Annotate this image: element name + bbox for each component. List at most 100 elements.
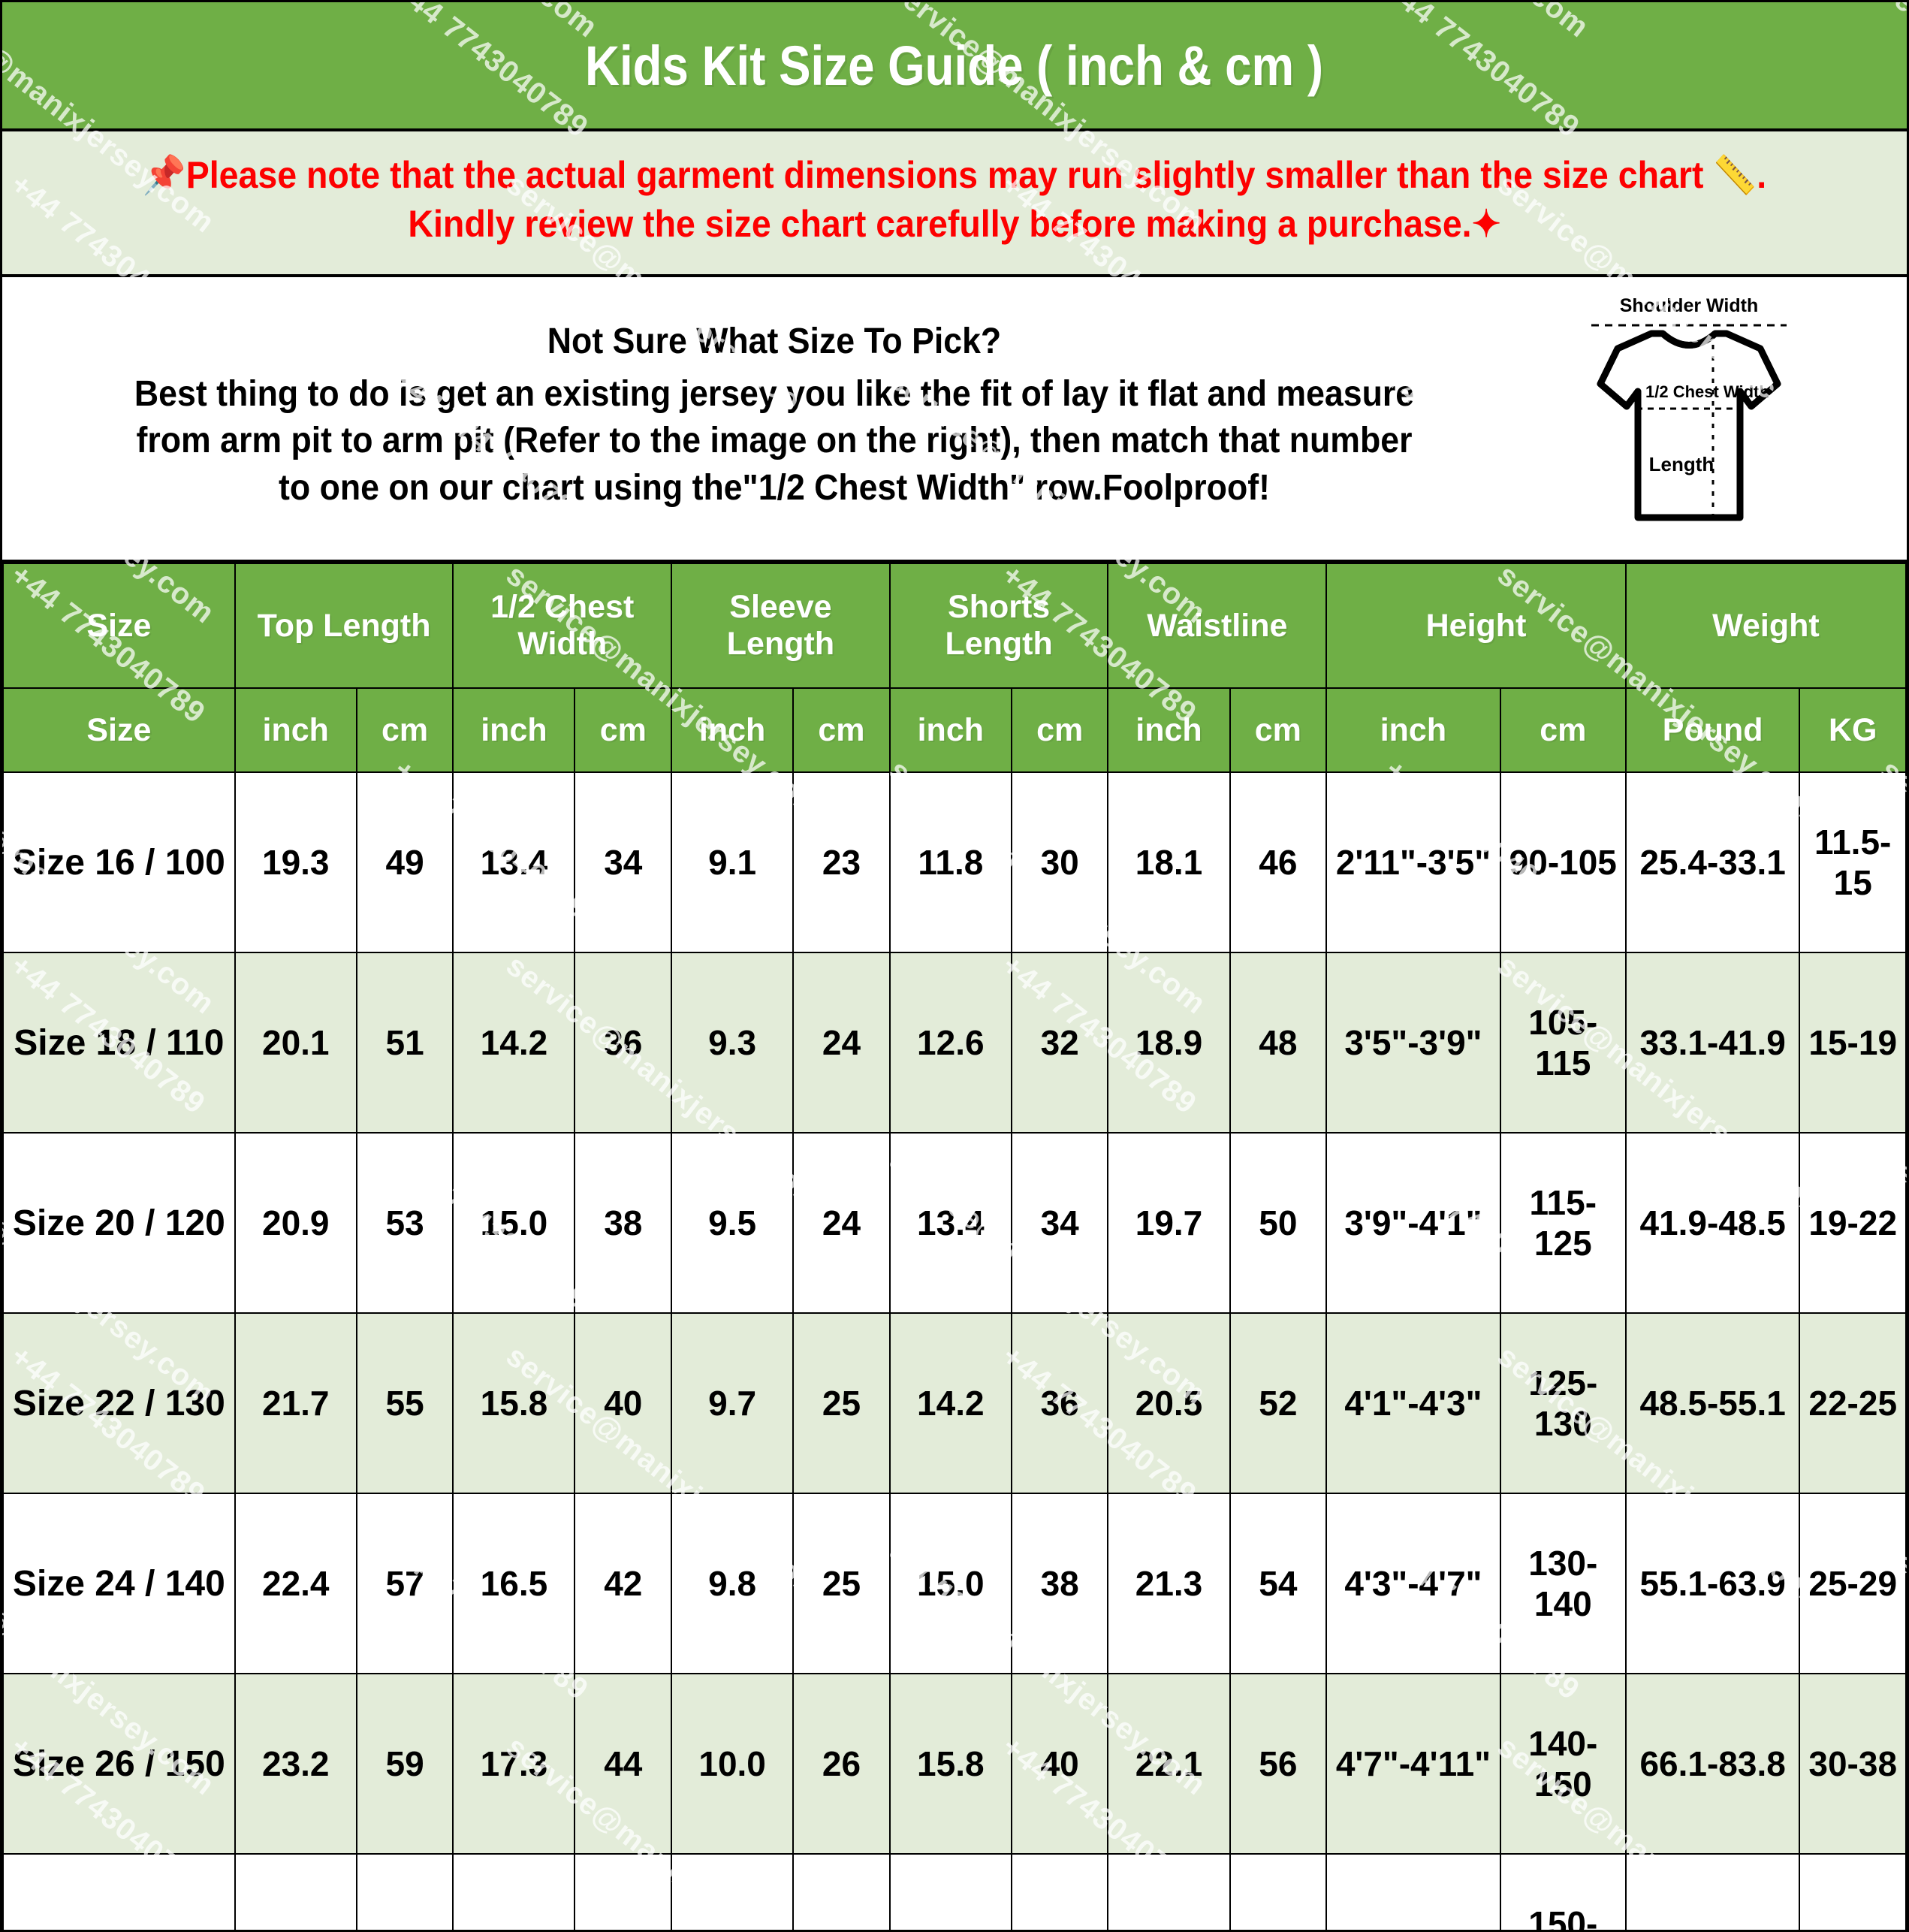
- data-cell: 50: [1229, 1132, 1328, 1314]
- data-cell: 18.1: [1107, 771, 1231, 953]
- data-cell: 33.1-41.9: [1624, 952, 1801, 1134]
- data-cell: 46: [1229, 771, 1328, 953]
- data-cell: 22.8: [1107, 1853, 1231, 1930]
- data-cell: 125-130: [1499, 1312, 1627, 1494]
- unit-header-7-inch: inch: [888, 687, 1012, 773]
- data-cell: 66.1-83.8: [1624, 1673, 1801, 1855]
- data-cell: 15.0: [452, 1132, 576, 1314]
- ruler-icon: 📏: [1713, 154, 1757, 196]
- data-cell: 40: [574, 1312, 673, 1494]
- data-cell: 34: [574, 771, 673, 953]
- data-cell: 20.9: [234, 1132, 357, 1314]
- data-cell: 22.4: [234, 1493, 357, 1674]
- sparkle-icon: ✦: [1471, 203, 1501, 245]
- unit-header-11-inch: inch: [1325, 687, 1501, 773]
- notice-banner: 📌Please note that the actual garment dim…: [2, 131, 1907, 277]
- data-cell: 9.8: [671, 1493, 795, 1674]
- table-row: Size 28 / 16024.06118.14610.22616.54222.…: [2, 1853, 1907, 1930]
- size-label-cell: Size 20 / 120: [2, 1132, 236, 1314]
- data-cell: 26: [792, 1673, 891, 1855]
- data-cell: 36: [574, 952, 673, 1134]
- data-cell: 52: [1229, 1312, 1328, 1494]
- data-cell: 140-150: [1499, 1673, 1627, 1855]
- data-cell: 41.9-48.5: [1624, 1132, 1801, 1314]
- data-cell: 9.7: [671, 1312, 795, 1494]
- data-cell: 57: [355, 1493, 454, 1674]
- data-cell: 24: [792, 1132, 891, 1314]
- data-cell: 11.5-15: [1799, 771, 1907, 953]
- data-cell: 19.3: [234, 771, 357, 953]
- data-cell: 13.4: [452, 771, 576, 953]
- data-cell: 30: [1010, 771, 1109, 953]
- size-label-cell: Size 26 / 150: [2, 1673, 236, 1855]
- page-title: Kids Kit Size Guide ( inch & cm ): [585, 34, 1324, 97]
- size-label-cell: Size 24 / 140: [2, 1493, 236, 1674]
- data-cell: 14.2: [452, 952, 576, 1134]
- help-text-block: Not Sure What Size To Pick? Best thing t…: [2, 321, 1539, 512]
- data-cell: 150-160: [1499, 1853, 1627, 1930]
- half-chest-width-label: 1/2 Chest Width: [1645, 382, 1769, 401]
- data-cell: 38: [1010, 1493, 1109, 1674]
- size-label-cell: Size 16 / 100: [2, 771, 236, 953]
- data-cell: 130-140: [1499, 1493, 1627, 1674]
- data-cell: 18.9: [1107, 952, 1231, 1134]
- data-cell: 115-125: [1499, 1132, 1627, 1314]
- data-cell: 42: [574, 1493, 673, 1674]
- data-cell: 23.2: [234, 1673, 357, 1855]
- help-section: Not Sure What Size To Pick? Best thing t…: [2, 277, 1907, 563]
- data-cell: 4'3"-4'7": [1325, 1493, 1501, 1674]
- group-header-sleeve-length: Sleeve Length: [671, 563, 891, 689]
- data-cell: 46: [574, 1853, 673, 1930]
- data-cell: 105-115: [1499, 952, 1627, 1134]
- data-cell: 25-29: [1799, 1493, 1907, 1674]
- data-cell: 22-25: [1799, 1312, 1907, 1494]
- data-cell: 4'11"-5'3": [1325, 1853, 1501, 1930]
- unit-header-0-size: Size: [2, 687, 236, 773]
- table-row: Size 18 / 110 20.1 51 14.2 36 9.3 24 12.6 32 18.9…: [2, 952, 1907, 1134]
- data-cell: 51: [355, 952, 454, 1134]
- table-row: Size 24 / 140 22.4 57 16.5 42 9.8 25 15.0 38 21.3…: [2, 1493, 1907, 1674]
- help-line-3: to one on our chart using the"1/2 Chest …: [279, 467, 1270, 508]
- table-row: Size 22 / 130 21.7 55 15.8 40 9.7 25 14.2 36 20.5…: [2, 1312, 1907, 1494]
- data-cell: 59: [355, 1673, 454, 1855]
- shoulder-width-label: Shoulder Width: [1620, 295, 1758, 316]
- data-cell: 32: [1010, 952, 1109, 1134]
- data-cell: 9.5: [671, 1132, 795, 1314]
- data-cell: 16.5: [888, 1853, 1012, 1930]
- data-cell: 17.3: [452, 1673, 576, 1855]
- group-header-1-2-chest-width: 1/2 Chest Width: [452, 563, 673, 689]
- data-cell: 3'5"-3'9": [1325, 952, 1501, 1134]
- data-cell: 26: [792, 1853, 891, 1930]
- data-cell: 13.4: [888, 1132, 1012, 1314]
- notice-line-1: 📌Please note that the actual garment dim…: [89, 151, 1820, 200]
- table-row: Size 16 / 100 19.3 49 13.4 34 9.1 23 11.8 30 18.1…: [2, 771, 1907, 953]
- data-cell: 22.1: [1107, 1673, 1231, 1855]
- data-cell: 25.4-33.1: [1624, 771, 1801, 953]
- data-cell: 24: [792, 952, 891, 1134]
- table-row: Size 20 / 120 20.9 53 15.0 38 9.5 24 13.4 34 19.7…: [2, 1132, 1907, 1314]
- unit-header-2-cm: cm: [355, 687, 454, 773]
- size-label-cell: Size 18 / 110: [2, 952, 236, 1134]
- length-label: Length: [1649, 453, 1714, 475]
- data-cell: 34: [1010, 1132, 1109, 1314]
- data-cell: 20.1: [234, 952, 357, 1134]
- size-label-cell: Size 22 / 130: [2, 1312, 236, 1494]
- unit-header-9-inch: inch: [1107, 687, 1231, 773]
- group-header-waistline: Waistline: [1107, 563, 1328, 689]
- unit-header-3-inch: inch: [452, 687, 576, 773]
- data-cell: 4'1"-4'3": [1325, 1312, 1501, 1494]
- data-cell: 10.0: [671, 1673, 795, 1855]
- data-cell: 19.7: [1107, 1132, 1231, 1314]
- data-cell: 55: [355, 1312, 454, 1494]
- notice-text-1: Please note that the actual garment dime…: [185, 154, 1704, 196]
- data-cell: 3'9"-4'1": [1325, 1132, 1501, 1314]
- unit-header-10-cm: cm: [1229, 687, 1328, 773]
- notice-period: .: [1757, 154, 1767, 196]
- data-cell: 10.2: [671, 1853, 795, 1930]
- size-chart-table: Size Top Length 1/2 Chest Width Sleeve Leng…: [2, 563, 1907, 1930]
- tee-diagram-wrap: Shoulder Width 1/2 Chest Width Length: [1539, 292, 1907, 540]
- help-line-1: Best thing to do is get an existing jers…: [134, 373, 1415, 414]
- unit-header-6-cm: cm: [792, 687, 891, 773]
- data-cell: 2'11"-3'5": [1325, 771, 1501, 953]
- data-cell: 9.3: [671, 952, 795, 1134]
